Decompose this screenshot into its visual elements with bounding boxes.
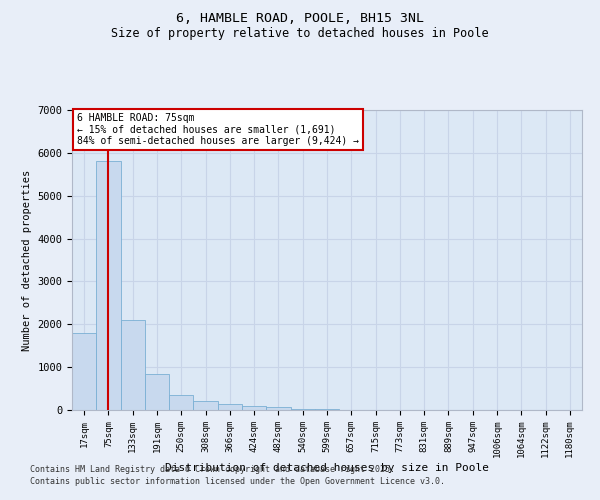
Text: Size of property relative to detached houses in Poole: Size of property relative to detached ho…: [111, 28, 489, 40]
Bar: [242, 406, 266, 410]
Bar: [218, 404, 242, 410]
Text: Contains HM Land Registry data © Crown copyright and database right 2025.: Contains HM Land Registry data © Crown c…: [30, 466, 395, 474]
Bar: [96, 162, 121, 410]
Bar: [315, 409, 339, 410]
X-axis label: Distribution of detached houses by size in Poole: Distribution of detached houses by size …: [165, 463, 489, 473]
Bar: [290, 408, 315, 410]
Bar: [193, 400, 218, 410]
Bar: [266, 408, 290, 410]
Y-axis label: Number of detached properties: Number of detached properties: [22, 170, 32, 350]
Bar: [145, 374, 169, 410]
Bar: [121, 320, 145, 410]
Bar: [72, 333, 96, 410]
Text: 6 HAMBLE ROAD: 75sqm
← 15% of detached houses are smaller (1,691)
84% of semi-de: 6 HAMBLE ROAD: 75sqm ← 15% of detached h…: [77, 113, 359, 146]
Bar: [169, 395, 193, 410]
Text: Contains public sector information licensed under the Open Government Licence v3: Contains public sector information licen…: [30, 477, 445, 486]
Text: 6, HAMBLE ROAD, POOLE, BH15 3NL: 6, HAMBLE ROAD, POOLE, BH15 3NL: [176, 12, 424, 26]
